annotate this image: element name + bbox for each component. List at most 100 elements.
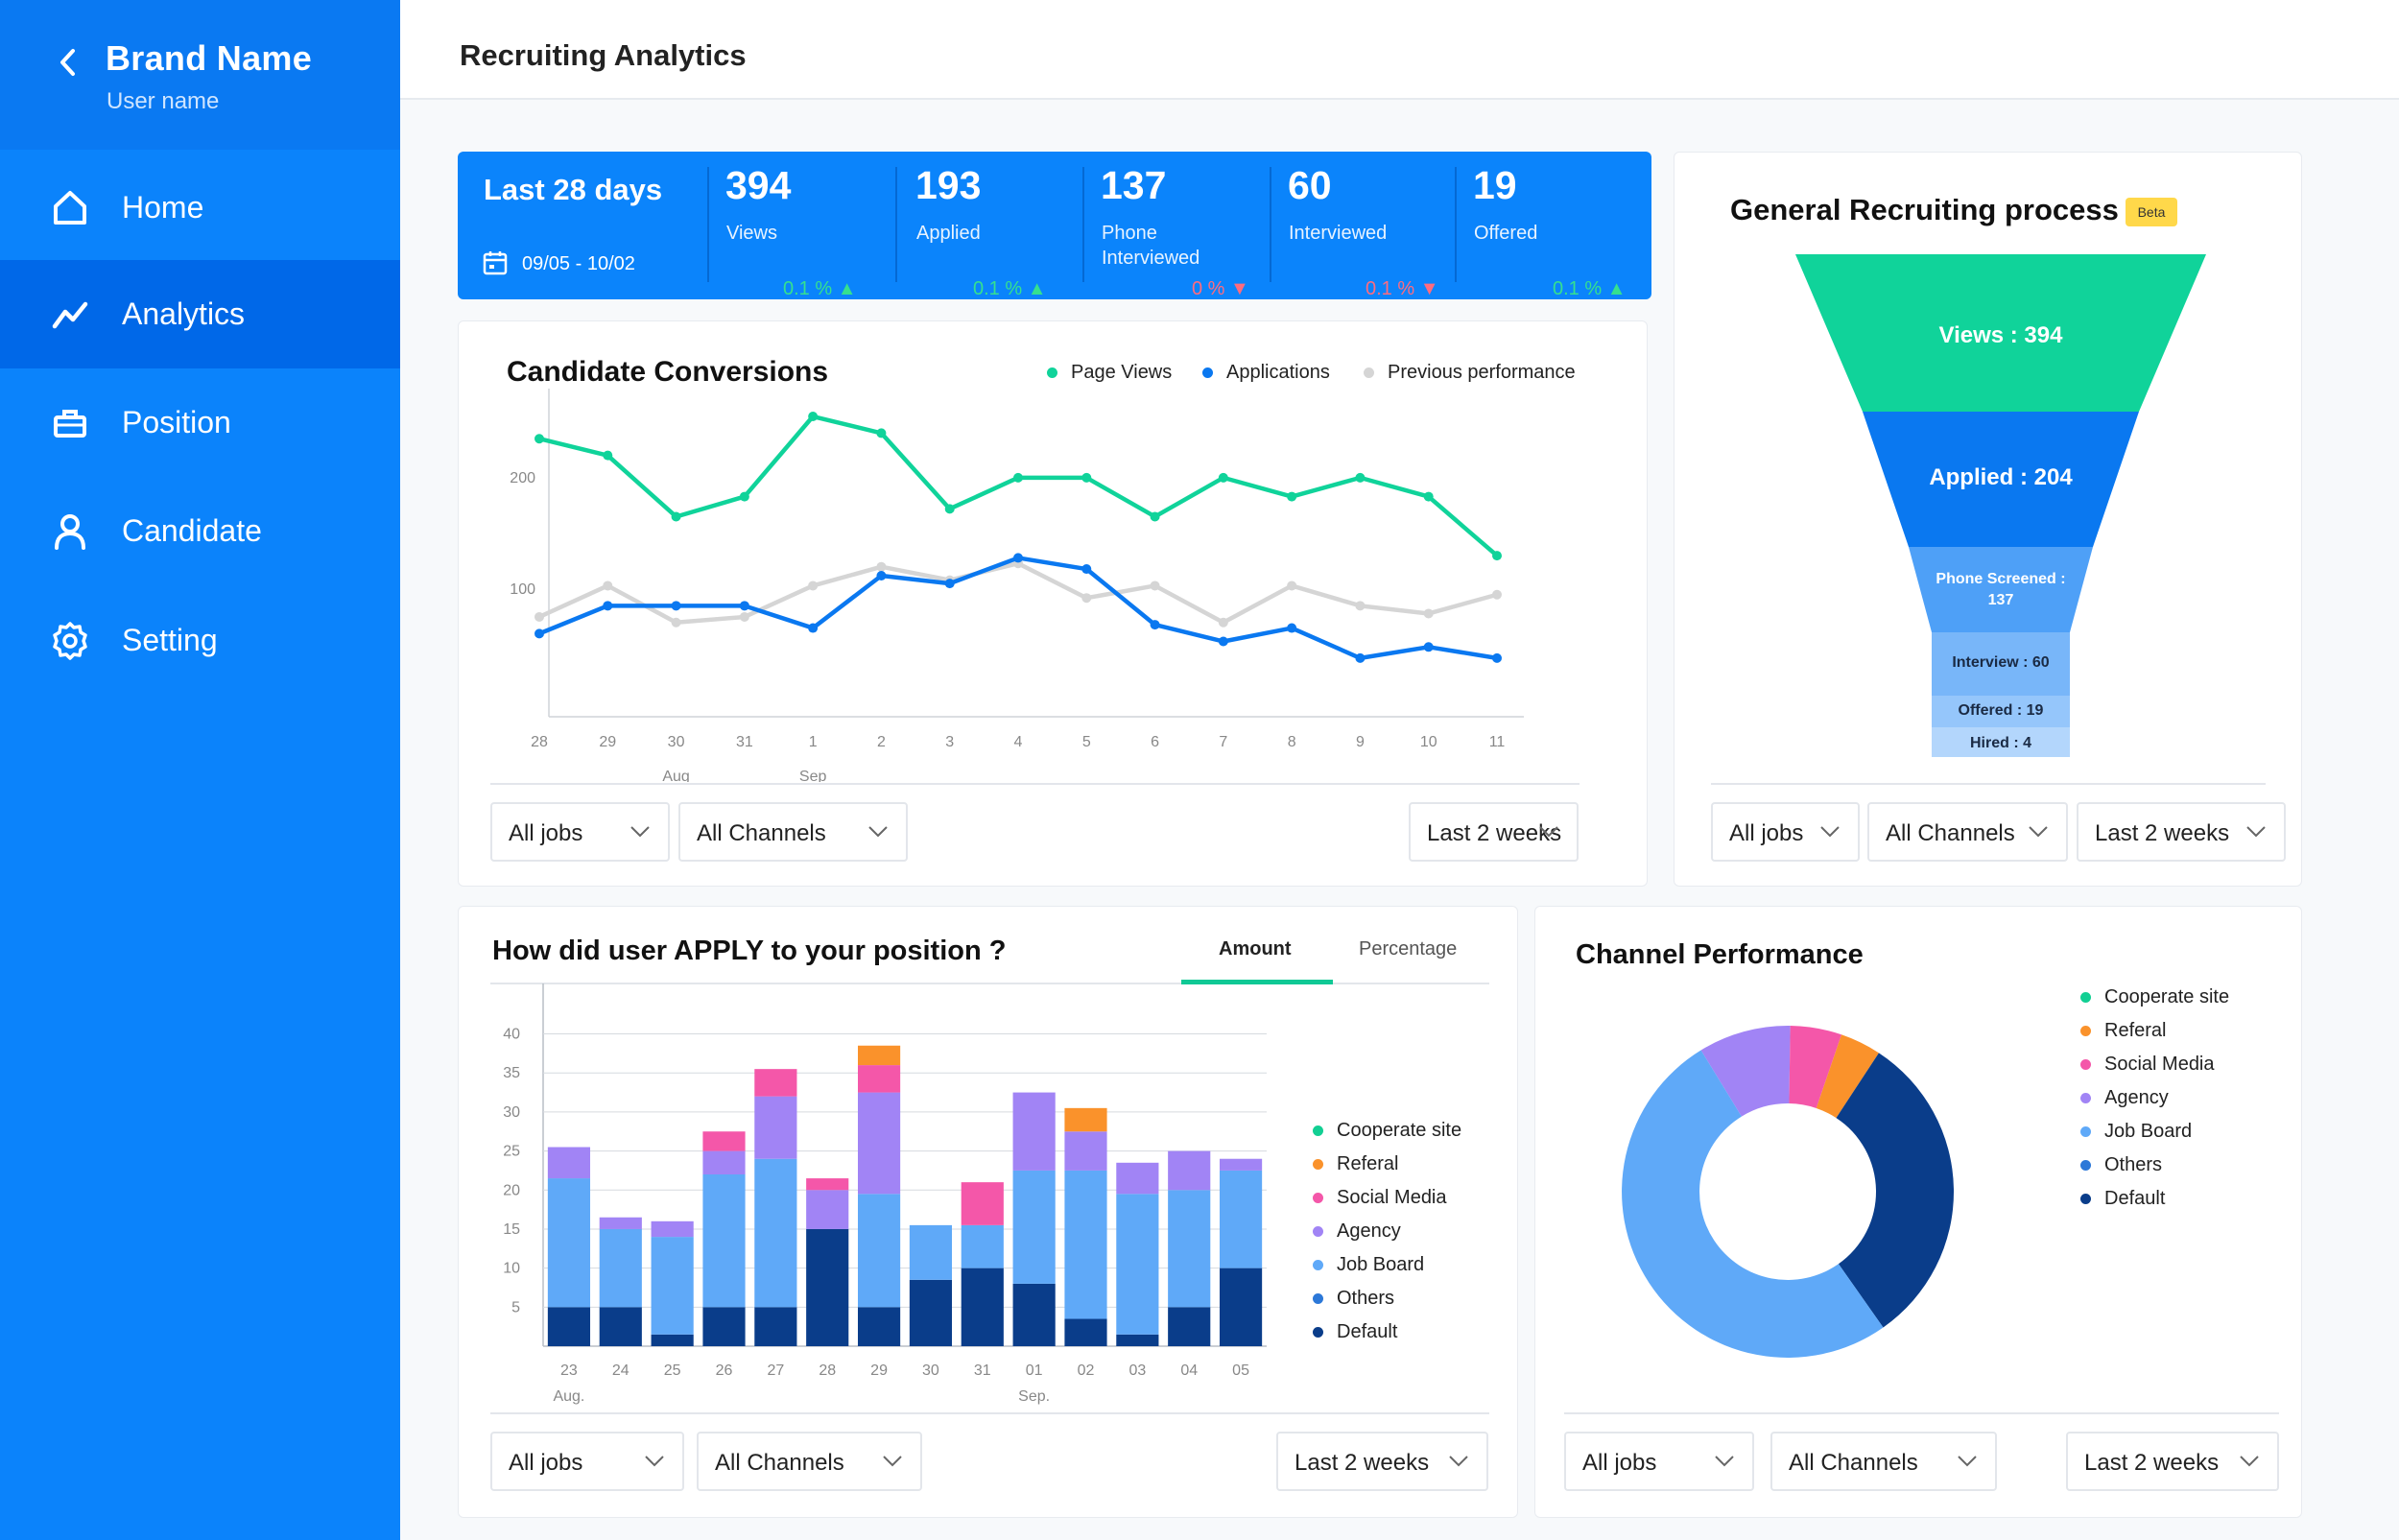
y-tick-label: 100 [510,581,535,598]
x-tick-label: 29 [599,734,616,750]
stat-views: 394 Views 0.1 % ▲ [725,163,889,299]
stat-value: 60 [1288,163,1332,207]
period-dropdown[interactable]: Last 2 weeks [2066,1432,2279,1491]
bar-segment-default [961,1268,1004,1346]
sidebar-item-position[interactable]: Position [0,368,400,477]
chevron-down-icon [2246,826,2266,838]
legend-cooperate-site: Cooperate site [2080,986,2229,1008]
bar-segment-job-board [857,1194,901,1308]
data-point [603,580,613,591]
stat-change: 0.1 % ▲ [1553,278,1627,299]
sidebar-item-setting[interactable]: Setting [0,586,400,695]
data-point [876,561,887,572]
chevron-down-icon [2029,826,2048,838]
legend-applications: Applications [1202,362,1330,384]
sidebar-item-label: Home [122,190,204,225]
x-tick-label: 11 [1489,734,1506,750]
data-point [808,623,819,633]
data-point [1287,491,1297,502]
x-tick-label: 24 [612,1362,629,1379]
x-tick-label: 6 [1151,734,1159,750]
sidebar-item-candidate[interactable]: Candidate [0,477,400,585]
y-tick-label: 30 [503,1104,520,1121]
legend-page-views: Page Views [1047,362,1172,384]
bar-segment-job-board [651,1237,694,1335]
chevron-down-icon [1958,1456,1977,1467]
y-tick-label: 10 [503,1261,520,1277]
data-point [1492,589,1502,600]
jobs-dropdown[interactable]: All jobs [490,1432,684,1491]
x-tick-label: 04 [1180,1362,1198,1379]
tab-percentage[interactable]: Percentage [1359,938,1458,960]
funnel-label: Applied : 204 [1929,464,2073,490]
bar-segment-job-board [1168,1190,1211,1308]
x-tick-label: 28 [819,1362,836,1379]
card-title: Channel Performance [1576,939,1864,970]
x-tick-label: 4 [1014,734,1023,750]
data-point [944,579,955,589]
period-dropdown[interactable]: Last 2 weeks [2077,802,2286,862]
bar-segment-agency [1116,1162,1159,1195]
divider [490,1412,1489,1414]
chevron-down-icon [645,1456,664,1467]
legend-previous-performance: Previous performance [1364,362,1576,384]
period-dropdown[interactable]: Last 2 weeks [1409,802,1579,862]
conversion-line-chart: 100 200 28 29 30 31 1 2 3 4 5 6 7 8 9 10 11 Aug Sep [510,389,1524,782]
bar-segment-default [806,1228,849,1346]
channels-dropdown[interactable]: All Channels [1770,1432,1997,1491]
funnel-stage-interview [1932,632,2070,696]
card-title: General Recruiting process [1730,193,2119,226]
recruiting-process-card: General Recruiting process Beta Views : … [1674,152,2302,887]
date-range: 09/05 - 10/02 [522,253,635,274]
x-tick-label: 10 [1420,734,1437,750]
chevron-down-icon [883,1456,902,1467]
stat-divider [707,167,709,282]
sidebar-item-home[interactable]: Home [0,154,400,262]
month-label: Sep. [1018,1388,1050,1405]
bar-segment-agency [1064,1131,1107,1171]
bar-segment-default [599,1307,642,1346]
data-point [739,601,749,611]
channels-dropdown[interactable]: All Channels [697,1432,922,1491]
bar-segment-job-board [599,1228,642,1308]
period-label: Last 28 days [484,173,663,206]
jobs-dropdown[interactable]: All jobs [1711,802,1860,862]
data-point [808,412,819,422]
chevron-left-icon[interactable] [54,43,83,82]
channels-dropdown[interactable]: All Channels [678,802,908,862]
tab-amount[interactable]: Amount [1219,938,1292,960]
sidebar-item-label: Candidate [122,513,262,548]
summary-stats-bar: Last 28 days 09/05 - 10/02 394 Views 0.1… [458,152,1651,299]
bar-segment-default [1116,1334,1159,1346]
bar-segment-social-media [857,1065,901,1093]
chevron-down-icon [630,826,650,838]
x-tick-label: 27 [767,1362,784,1379]
data-point [1423,608,1434,619]
divider [1564,1412,2279,1414]
bar-segment-default [1168,1307,1211,1346]
data-point [1150,511,1160,522]
funnel-stage-hired [1932,727,2070,757]
chevron-down-icon [1715,1456,1734,1467]
bar-segment-agency [702,1150,746,1174]
channels-dropdown[interactable]: All Channels [1867,802,2068,862]
legend-cooperate-site: Cooperate site [1313,1120,1461,1142]
data-point [1287,623,1297,633]
jobs-dropdown[interactable]: All jobs [490,802,670,862]
data-point [739,611,749,622]
x-tick-label: 02 [1078,1362,1095,1379]
sidebar-item-analytics[interactable]: Analytics [0,260,400,368]
data-point [1218,617,1228,628]
chevron-down-icon [1449,1456,1468,1467]
user-icon [55,513,85,550]
x-tick-label: 2 [877,734,886,750]
bar-segment-agency [754,1096,797,1159]
data-point [603,450,613,461]
top-bar: Recruiting Analytics [400,0,2399,100]
period-dropdown[interactable]: Last 2 weeks [1276,1432,1488,1491]
gear-icon [53,621,87,660]
jobs-dropdown[interactable]: All jobs [1564,1432,1754,1491]
sidebar: Brand Name User name Home Analytics Posi… [0,0,400,1540]
donut-slice-referal [1816,1034,1879,1119]
data-point [1355,601,1366,611]
